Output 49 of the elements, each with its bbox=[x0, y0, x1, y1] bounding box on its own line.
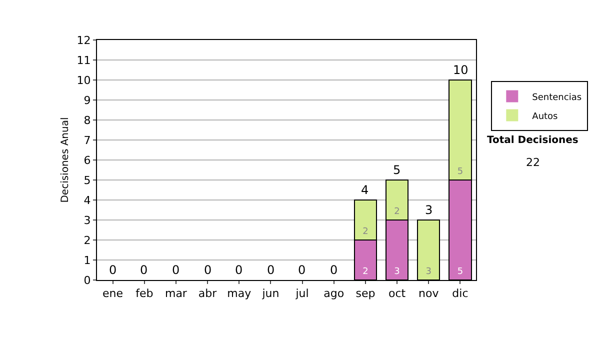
y-tick-label: 0 bbox=[84, 274, 91, 287]
y-tick-label: 9 bbox=[84, 94, 91, 107]
total-label: 0 bbox=[267, 263, 275, 277]
total-label: 0 bbox=[298, 263, 306, 277]
y-tick-label: 5 bbox=[84, 174, 91, 187]
text: 22 bbox=[526, 156, 540, 169]
y-tick-label: 8 bbox=[84, 114, 91, 127]
x-tick-label: jun bbox=[261, 287, 280, 300]
x-tick-label: mar bbox=[164, 287, 188, 300]
y-tick-label: 1 bbox=[84, 254, 91, 267]
y-tick-label: 6 bbox=[84, 154, 91, 167]
data-label: 3 bbox=[394, 267, 400, 277]
total-label: 5 bbox=[393, 163, 401, 177]
legend-label: Autos bbox=[532, 112, 558, 122]
y-axis-title: Decisiones Anual bbox=[60, 117, 71, 203]
total-label: 0 bbox=[330, 263, 338, 277]
x-tick-label: sep bbox=[356, 287, 376, 300]
total-label: 3 bbox=[425, 203, 433, 217]
y-tick-label: 7 bbox=[84, 134, 91, 147]
x-tick-label: jul bbox=[294, 287, 309, 300]
data-label: 2 bbox=[362, 267, 368, 277]
y-tick-label: 3 bbox=[84, 214, 91, 227]
x-tick-label: oct bbox=[388, 287, 406, 300]
x-tick-label: ago bbox=[324, 287, 344, 300]
total-label: 0 bbox=[235, 263, 243, 277]
y-tick-label: 11 bbox=[76, 54, 91, 67]
data-label: 2 bbox=[394, 207, 400, 217]
y-tick-label: 4 bbox=[84, 194, 91, 207]
data-label: 5 bbox=[457, 267, 464, 277]
total-label: 0 bbox=[109, 263, 117, 277]
x-tick-label: ene bbox=[102, 287, 124, 300]
data-label: 5 bbox=[457, 167, 464, 177]
x-tick-label: dic bbox=[452, 287, 468, 300]
data-label: 2 bbox=[362, 227, 368, 237]
total-label: 10 bbox=[453, 63, 468, 77]
y-tick-label: 10 bbox=[76, 74, 91, 87]
legend-label: Sentencias bbox=[532, 92, 582, 103]
x-tick-label: may bbox=[227, 287, 252, 300]
y-tick-label: 2 bbox=[84, 234, 91, 247]
total-label: 0 bbox=[172, 263, 180, 277]
x-tick-label: feb bbox=[136, 287, 154, 300]
total-label: 4 bbox=[361, 183, 369, 197]
x-tick-label: nov bbox=[418, 287, 440, 300]
text: Total Decisiones bbox=[487, 135, 578, 146]
data-label: 3 bbox=[426, 267, 432, 277]
y-tick-label: 12 bbox=[76, 34, 91, 47]
total-label: 0 bbox=[204, 263, 212, 277]
x-tick-label: abr bbox=[198, 287, 218, 300]
total-label: 0 bbox=[140, 263, 148, 277]
